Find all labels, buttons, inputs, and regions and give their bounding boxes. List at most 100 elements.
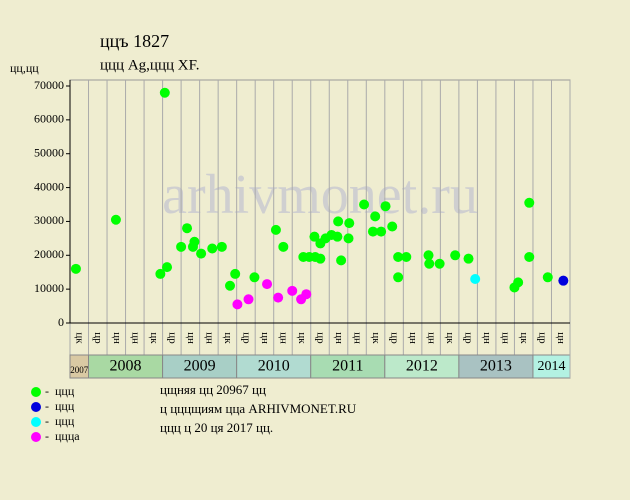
legend-marker: [31, 387, 41, 397]
data-point: [542, 272, 553, 283]
data-point: [367, 226, 378, 237]
year-label: 2014: [537, 359, 565, 374]
y-tick-label: 60000: [34, 112, 64, 126]
quarter-label: цн: [481, 332, 493, 344]
data-point: [424, 258, 435, 269]
data-point: [333, 216, 344, 227]
quarter-label: цр: [389, 332, 401, 344]
data-point: [110, 214, 121, 225]
data-point: [187, 241, 198, 252]
y-tick-label: 10000: [34, 281, 64, 295]
legend-label: ццц: [55, 414, 75, 428]
year-label: 2010: [258, 358, 290, 375]
data-point: [273, 292, 284, 303]
legend-marker: [31, 432, 41, 442]
quarter-label: цн: [111, 332, 123, 344]
note: ццц ц 20 ця 2017 цц.: [160, 420, 273, 435]
quarter-label: цн: [352, 332, 364, 344]
data-point: [196, 248, 207, 259]
data-point: [159, 87, 170, 98]
y-tick-label: 50000: [34, 145, 64, 159]
data-point: [393, 272, 404, 283]
data-point: [513, 277, 524, 288]
data-point: [463, 253, 474, 264]
data-point: [558, 275, 569, 286]
y-tick-label: 30000: [34, 213, 64, 227]
data-point: [182, 223, 193, 234]
data-point: [423, 250, 434, 261]
y-tick-label: 70000: [34, 78, 64, 92]
year-label: 2007: [70, 365, 89, 375]
year-label: 2011: [332, 358, 363, 375]
quarter-label: цн: [333, 332, 345, 344]
legend-label: ццца: [55, 429, 80, 443]
data-point: [309, 231, 320, 242]
data-point: [225, 280, 235, 291]
legend-label: ццц: [55, 399, 75, 413]
data-point: [470, 273, 481, 284]
data-point: [376, 226, 387, 237]
data-point: [524, 251, 535, 262]
year-label: 2009: [184, 358, 216, 375]
data-point: [155, 268, 166, 279]
quarter-label: цк: [518, 332, 530, 344]
data-point: [287, 285, 298, 296]
quarter-label: цк: [370, 332, 382, 344]
chart-title: ццъ 1827: [100, 31, 169, 51]
quarter-label: цн: [555, 332, 567, 344]
data-point: [401, 251, 412, 262]
quarter-label: цн: [407, 332, 419, 344]
quarter-label: цк: [74, 332, 86, 344]
legend-marker: [31, 402, 41, 412]
legend-label: ццц: [55, 384, 75, 398]
data-point: [262, 279, 273, 290]
quarter-label: цн: [185, 332, 197, 344]
data-point: [270, 224, 281, 235]
y-tick-label: 0: [58, 315, 64, 329]
data-point: [332, 231, 343, 242]
quarter-label: цн: [277, 332, 289, 344]
note: ц цццщиям цца ARHIVMONET.RU: [160, 401, 357, 416]
quarter-label: цк: [444, 332, 456, 344]
quarter-label: цр: [463, 332, 475, 344]
data-point: [249, 272, 260, 283]
data-point: [243, 294, 254, 305]
data-point: [450, 250, 461, 261]
year-label: 2013: [480, 358, 512, 375]
legend-marker: [31, 417, 41, 427]
chart-subtitle: ццц Ag,ццц XF.: [100, 57, 199, 73]
data-point: [387, 221, 398, 232]
watermark: arhivmonet.ru: [162, 164, 478, 226]
data-point: [380, 201, 391, 212]
data-point: [216, 241, 227, 252]
data-point: [70, 263, 81, 274]
data-point: [336, 255, 347, 266]
legend-dash: -: [45, 429, 49, 443]
quarter-label: цр: [166, 332, 178, 344]
y-axis-label: цц,цц: [10, 61, 39, 75]
year-label: 2012: [406, 358, 438, 375]
quarter-label: цн: [203, 332, 215, 344]
quarter-label: цк: [296, 332, 308, 344]
legend-dash: -: [45, 399, 49, 413]
legend-dash: -: [45, 384, 49, 398]
data-point: [301, 289, 312, 300]
quarter-label: цр: [92, 332, 104, 344]
data-point: [370, 211, 381, 222]
data-point: [207, 243, 218, 254]
quarter-label: цр: [314, 332, 326, 344]
quarter-label: цн: [426, 332, 438, 344]
legend-dash: -: [45, 414, 49, 428]
data-point: [344, 218, 355, 229]
data-point: [359, 199, 370, 210]
quarter-label: цн: [259, 332, 271, 344]
data-point: [230, 268, 241, 279]
data-point: [162, 262, 173, 273]
quarter-label: цн: [500, 332, 512, 344]
quarter-label: цр: [240, 332, 252, 344]
quarter-label: цн: [129, 332, 141, 344]
data-point: [176, 241, 187, 252]
data-point: [232, 299, 243, 310]
